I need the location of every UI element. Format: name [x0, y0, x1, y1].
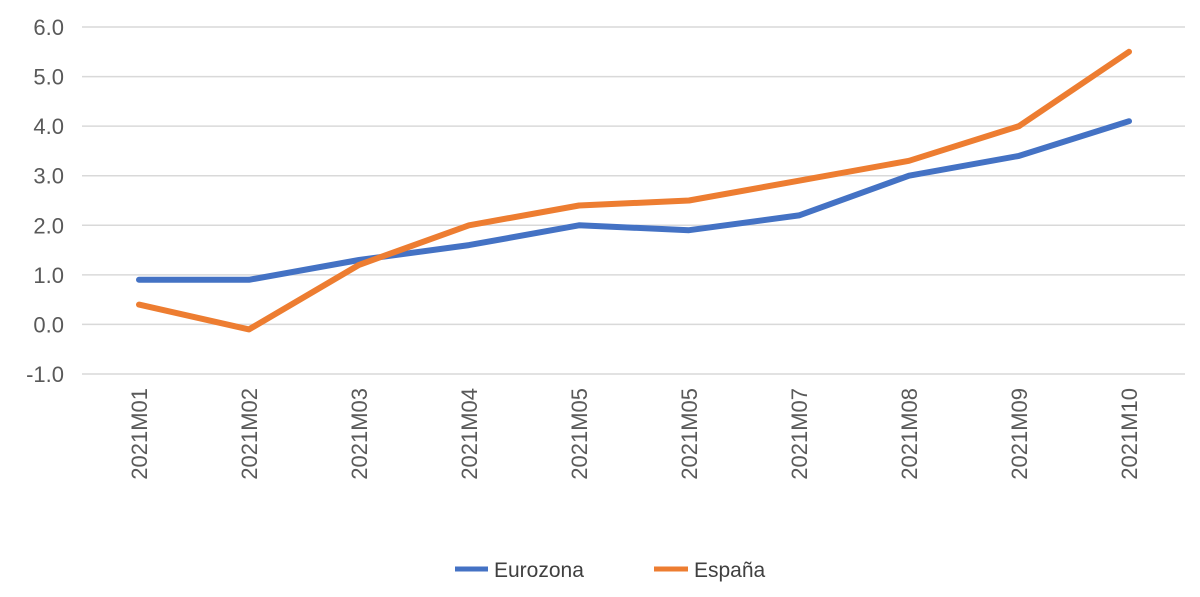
x-tick-label: 2021M05	[567, 388, 592, 480]
x-tick-label: 2021M01	[127, 388, 152, 480]
y-tick-label: 4.0	[33, 114, 64, 139]
legend: Eurozona España	[455, 559, 766, 582]
x-tick-label: 2021M02	[237, 388, 262, 480]
legend-label-eurozona: Eurozona	[494, 559, 584, 582]
legend-label-espana: España	[694, 559, 766, 582]
x-tick-label: 2021M09	[1007, 388, 1032, 480]
series-line-espana	[136, 48, 1132, 333]
x-tick-label: 2021M03	[347, 388, 372, 480]
y-tick-label: 0.0	[33, 312, 64, 337]
x-tick-label: 2021M05	[677, 388, 702, 480]
x-tick-label: 2021M04	[457, 388, 482, 480]
y-tick-label: 6.0	[33, 15, 64, 40]
y-axis-tick-labels: -1.0 0.0 1.0 2.0 3.0 4.0 5.0 6.0	[26, 15, 64, 387]
x-tick-label: 2021M10	[1117, 388, 1142, 480]
y-tick-label: 5.0	[33, 65, 64, 90]
y-tick-label: 3.0	[33, 164, 64, 189]
series-line-eurozona	[136, 118, 1132, 283]
series-lines	[136, 48, 1132, 333]
x-tick-label: 2021M07	[787, 388, 812, 480]
x-axis-tick-labels: 2021M01 2021M02 2021M03 2021M04 2021M05 2021M…	[127, 388, 1142, 480]
y-tick-label: 1.0	[33, 263, 64, 288]
y-tick-label: -1.0	[26, 362, 64, 387]
x-tick-label: 2021M08	[897, 388, 922, 480]
y-tick-label: 2.0	[33, 213, 64, 238]
